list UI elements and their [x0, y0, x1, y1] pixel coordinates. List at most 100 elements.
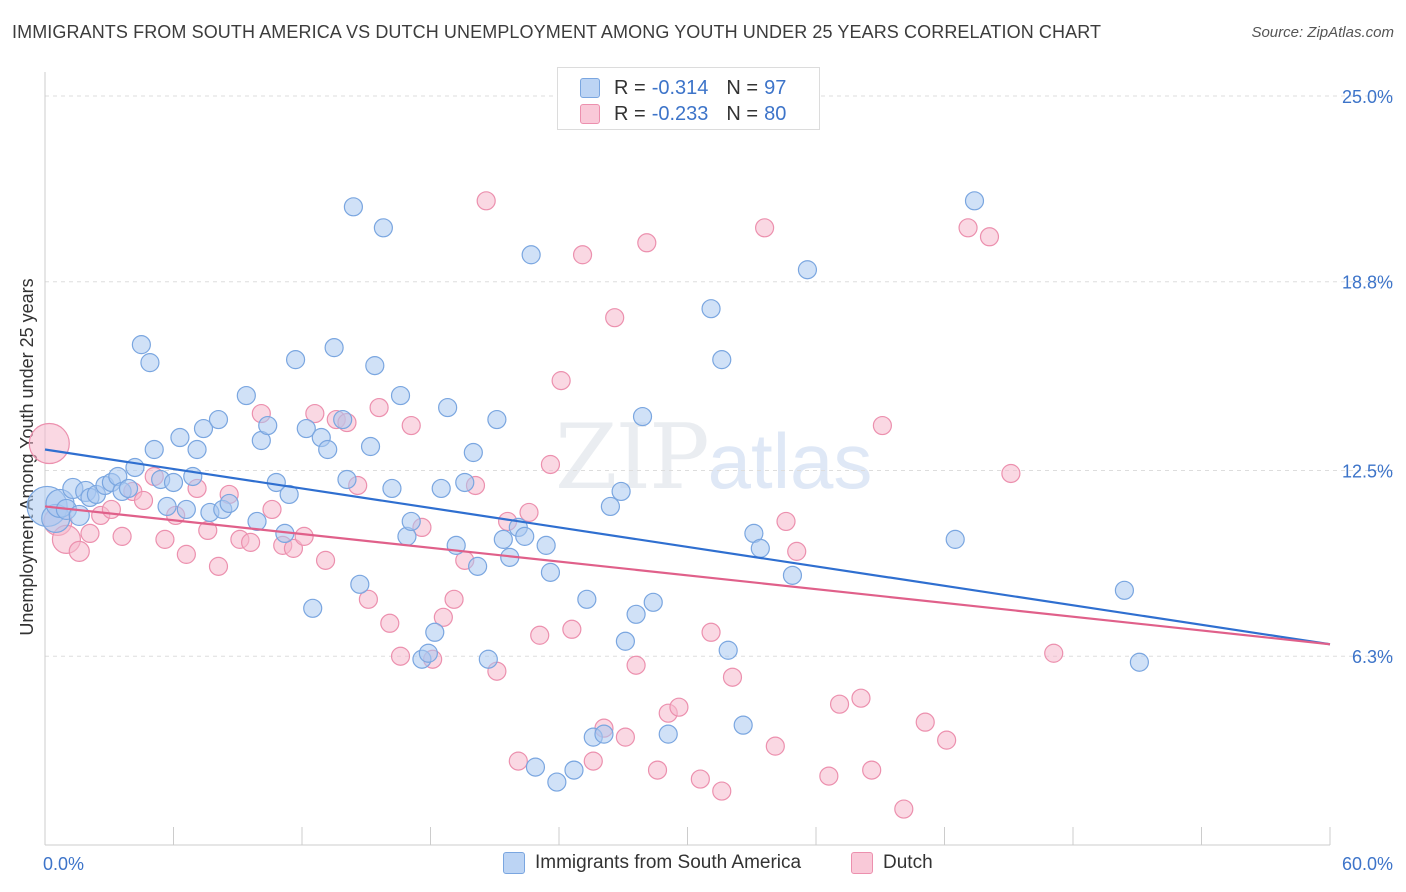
series-legend: Immigrants from South America Dutch: [0, 852, 1406, 878]
r-value: -0.233: [651, 102, 709, 125]
blue-point: [564, 760, 584, 780]
blue-point: [131, 335, 151, 355]
pink-point: [605, 308, 625, 328]
blue-point: [525, 757, 546, 777]
legend-swatch-pink: [580, 104, 600, 124]
pink-point: [380, 613, 400, 633]
blue-point: [455, 472, 475, 493]
blue-point: [187, 439, 207, 460]
blue-point: [343, 197, 363, 217]
pink-point: [583, 751, 603, 771]
n-value: 97: [764, 76, 787, 99]
source-label: Source: ZipAtlas.com: [1251, 24, 1394, 41]
blue-point: [701, 299, 721, 319]
pink-point: [508, 751, 528, 771]
pink-point: [915, 712, 935, 732]
pink-point: [530, 625, 550, 645]
blue-point: [157, 496, 177, 517]
pink-point: [894, 799, 914, 819]
x-tick-label-max: 60.0%: [1342, 854, 1393, 874]
pink-point: [701, 622, 721, 642]
blue-point: [478, 649, 498, 669]
pink-point: [862, 760, 882, 780]
pink-point: [979, 227, 1000, 247]
blue-point: [1114, 580, 1135, 600]
blue-point: [964, 191, 985, 211]
pink-point: [133, 490, 154, 511]
blue-point: [718, 640, 738, 660]
blue-point: [521, 245, 541, 265]
blue-point: [626, 604, 646, 624]
blue-point: [247, 511, 267, 532]
blue-point: [170, 427, 190, 448]
blue-point: [487, 409, 507, 430]
pink-point: [851, 688, 871, 708]
legend-label: Immigrants from South America: [535, 852, 802, 873]
blue-point: [193, 418, 214, 439]
watermark: ZIPatlas: [555, 405, 872, 510]
y-axis-label: Unemployment Among Youth under 25 years: [17, 278, 37, 635]
legend-item-dutch[interactable]: Dutch: [851, 852, 933, 874]
pink-point: [241, 532, 261, 552]
blue-point: [176, 499, 196, 520]
pink-point: [315, 550, 336, 570]
blue-point: [208, 409, 229, 430]
blue-point: [547, 772, 567, 792]
pink-point: [369, 397, 389, 418]
blue-point: [600, 496, 621, 517]
r-value: -0.314: [651, 76, 709, 99]
blue-point: [1129, 652, 1149, 672]
blue-point: [140, 353, 160, 373]
blue-point: [438, 397, 458, 418]
blue-point: [324, 338, 344, 358]
blue-point: [163, 472, 184, 493]
pink-point: [765, 736, 785, 756]
y-tick-label: 12.5%: [1342, 461, 1393, 481]
pink-point: [294, 526, 314, 546]
n-label: N =: [726, 102, 759, 125]
legend-item-south-america[interactable]: Immigrants from South America: [503, 852, 801, 874]
pink-point: [112, 526, 132, 546]
pink-point: [669, 697, 689, 717]
blue-point: [296, 418, 316, 439]
blue-point: [493, 529, 513, 549]
pink-point: [390, 646, 411, 666]
pink-point: [722, 667, 743, 687]
blue-point: [540, 562, 561, 582]
pink-point: [637, 233, 657, 253]
blue-point: [144, 439, 164, 460]
pink-point: [28, 422, 70, 465]
pink-point: [444, 589, 464, 609]
blue-point: [425, 622, 445, 642]
blue-point: [382, 478, 402, 499]
blue-point: [594, 724, 614, 744]
pink-point: [540, 454, 561, 475]
blue-point: [945, 529, 965, 549]
pink-point: [626, 655, 646, 675]
pink-point: [101, 499, 121, 520]
blue-point: [658, 724, 678, 744]
blue-point: [643, 592, 663, 612]
blue-point: [337, 469, 357, 490]
blue-point: [365, 356, 385, 376]
legend-row-south-america: R = -0.314 N = 97: [580, 76, 786, 100]
pink-point: [262, 499, 282, 520]
blue-point: [333, 409, 353, 430]
blue-point: [733, 715, 753, 735]
blue-point: [303, 598, 323, 618]
blue-point: [236, 385, 256, 406]
blue-trend-line: [44, 448, 1331, 646]
legend-label: Dutch: [883, 852, 933, 873]
pink-point: [712, 781, 732, 801]
pink-point: [68, 540, 90, 562]
pink-point: [551, 371, 571, 391]
blue-point: [401, 511, 421, 532]
pink-point: [305, 403, 325, 424]
n-label: N =: [726, 76, 759, 99]
blue-point: [615, 631, 635, 651]
blue-point: [258, 415, 278, 436]
chart-title: IMMIGRANTS FROM SOUTH AMERICA VS DUTCH U…: [12, 22, 1102, 42]
legend-swatch-blue: [580, 78, 600, 98]
blue-point: [463, 442, 483, 463]
